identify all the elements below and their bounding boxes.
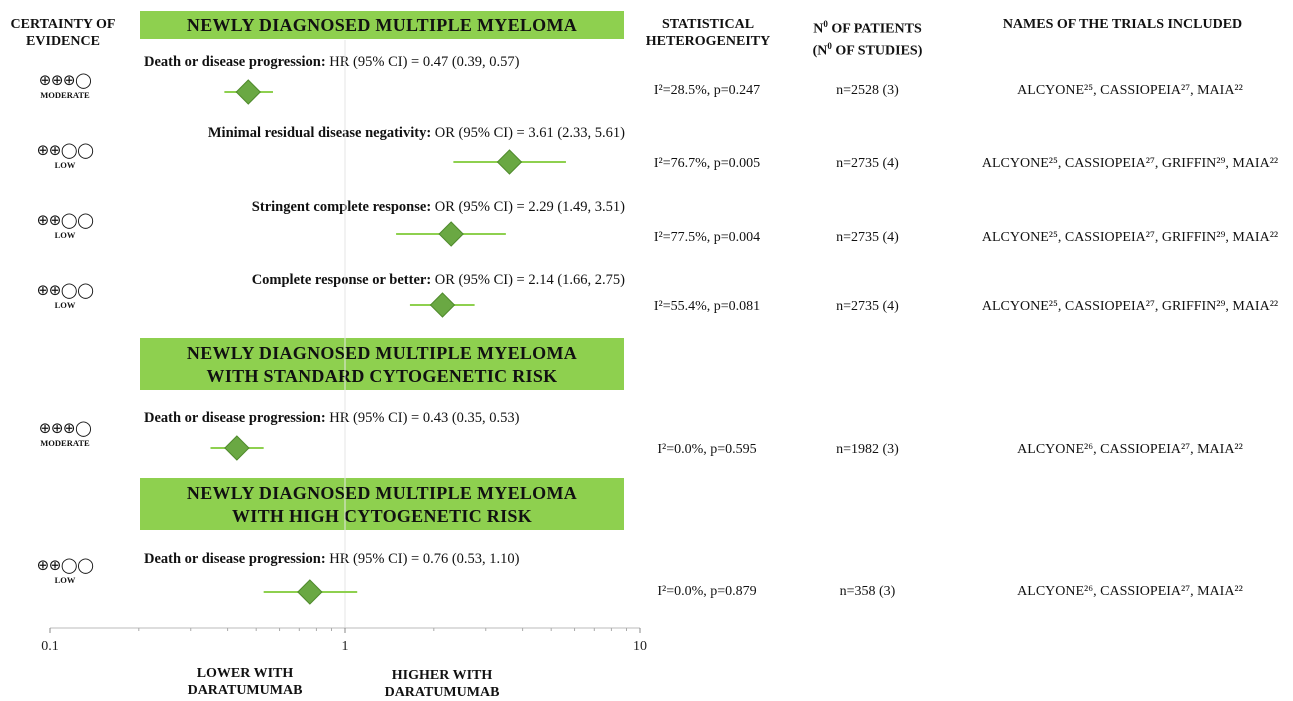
outcome-stat: OR (95% CI) = 2.29 (1.49, 3.51) <box>434 199 625 215</box>
trials-cell: ALCYONE²⁶, CASSIOPEIA²⁷, MAIA²² <box>1017 584 1243 599</box>
certainty-row-4: ⊕⊕◯◯ LOW <box>20 282 110 311</box>
certainty-level: MODERATE <box>40 438 90 448</box>
header-heterogeneity-line2: HETEROGENEITY <box>645 34 771 49</box>
certainty-level: LOW <box>54 160 76 170</box>
patients-cell: n=358 (3) <box>839 584 896 599</box>
outcome-stat: HR (95% CI) = 0.47 (0.39, 0.57) <box>329 54 520 70</box>
outcome-name: Minimal residual disease negativity: <box>207 125 432 141</box>
certainty-row-3: ⊕⊕◯◯ LOW <box>20 212 110 241</box>
header-trials: NAMES OF THE TRIALS INCLUDED <box>1002 17 1243 32</box>
banner-line: NEWLY DIAGNOSED MULTIPLE MYELOMA <box>186 483 578 503</box>
axis-label-lower-line2: DARATUMUMAB <box>187 683 303 698</box>
banner-line: NEWLY DIAGNOSED MULTIPLE MYELOMA <box>186 15 578 35</box>
certainty-level: LOW <box>54 230 76 240</box>
patients-cell: n=2735 (4) <box>836 299 899 314</box>
axis-label-higher: HIGHER WITH DARATUMUMAB <box>372 667 512 701</box>
outcome-name: Complete response or better: <box>251 272 432 288</box>
heterogeneity-cell: I²=28.5%, p=0.247 <box>653 83 761 98</box>
outcome-name: Death or disease progression: <box>144 54 326 70</box>
certainty-symbol: ⊕⊕◯◯ <box>36 556 94 574</box>
outcome-stat: OR (95% CI) = 2.14 (1.66, 2.75) <box>434 272 625 288</box>
certainty-symbol: ⊕⊕⊕◯ <box>38 71 92 89</box>
trials-cell: ALCYONE²⁵, CASSIOPEIA²⁷, GRIFFIN²⁹, MAIA… <box>981 230 1279 245</box>
certainty-row-5: ⊕⊕⊕◯ MODERATE <box>20 420 110 449</box>
header-certainty-line1: CERTAINTY OF <box>10 17 116 32</box>
x-tick-label: 0.1 <box>41 639 59 654</box>
outcome-name: Death or disease progression: <box>144 410 326 426</box>
estimate-marker <box>224 435 250 461</box>
outcome-label-2: Minimal residual disease negativity: OR … <box>208 124 625 142</box>
header-patients: N0 OF PATIENTS (N0 OF STUDIES) <box>790 16 945 59</box>
patients-cell: n=2735 (4) <box>836 156 899 171</box>
certainty-level: LOW <box>54 575 76 585</box>
banner-line: NEWLY DIAGNOSED MULTIPLE MYELOMA <box>186 343 578 363</box>
trials-cell: ALCYONE²⁶, CASSIOPEIA²⁷, MAIA²² <box>1017 442 1243 457</box>
header-certainty-line2: EVIDENCE <box>26 34 100 49</box>
certainty-symbol: ⊕⊕◯◯ <box>36 141 94 159</box>
banner-standard-risk: NEWLY DIAGNOSED MULTIPLE MYELOMA WITH ST… <box>140 338 624 390</box>
x-tick-label: 1 <box>342 639 349 654</box>
banner-high-risk: NEWLY DIAGNOSED MULTIPLE MYELOMA WITH HI… <box>140 478 624 530</box>
estimate-marker <box>429 292 456 318</box>
certainty-level: MODERATE <box>40 90 90 100</box>
certainty-symbol: ⊕⊕⊕◯ <box>38 419 92 437</box>
certainty-symbol: ⊕⊕◯◯ <box>36 281 94 299</box>
certainty-row-1: ⊕⊕⊕◯ MODERATE <box>20 72 110 101</box>
axis-label-higher-line1: HIGHER WITH <box>391 668 493 683</box>
outcome-stat: OR (95% CI) = 3.61 (2.33, 5.61) <box>434 125 625 141</box>
banner-newly-diagnosed: NEWLY DIAGNOSED MULTIPLE MYELOMA <box>140 11 624 39</box>
banner-line: WITH HIGH CYTOGENETIC RISK <box>231 506 533 526</box>
certainty-level: LOW <box>54 300 76 310</box>
outcome-label-3: Stringent complete response: OR (95% CI)… <box>252 198 625 216</box>
header-patients-line1: N0 OF PATIENTS <box>813 19 922 37</box>
axis-label-higher-line2: DARATUMUMAB <box>384 685 500 700</box>
outcome-label-4: Complete response or better: OR (95% CI)… <box>252 271 625 289</box>
outcome-stat: HR (95% CI) = 0.43 (0.35, 0.53) <box>329 410 520 426</box>
patients-cell: n=1982 (3) <box>836 442 899 457</box>
header-heterogeneity-line1: STATISTICAL <box>661 17 755 32</box>
estimate-marker <box>496 149 523 175</box>
certainty-symbol: ⊕⊕◯◯ <box>36 211 94 229</box>
outcome-label-5: Death or disease progression: HR (95% CI… <box>144 409 520 427</box>
heterogeneity-cell: I²=0.0%, p=0.595 <box>657 442 757 457</box>
patients-cell: n=2735 (4) <box>836 230 899 245</box>
x-tick-label: 10 <box>633 639 647 654</box>
trials-cell: ALCYONE²⁵, CASSIOPEIA²⁷, GRIFFIN²⁹, MAIA… <box>981 156 1279 171</box>
heterogeneity-cell: I²=0.0%, p=0.879 <box>657 584 757 599</box>
heterogeneity-cell: I²=76.7%, p=0.005 <box>653 156 761 171</box>
patients-cell: n=2528 (3) <box>836 83 899 98</box>
heterogeneity-cell: I²=55.4%, p=0.081 <box>653 299 761 314</box>
axis-label-lower-line1: LOWER WITH <box>196 666 294 681</box>
banner-line: WITH STANDARD CYTOGENETIC RISK <box>206 366 558 386</box>
outcome-label-6: Death or disease progression: HR (95% CI… <box>144 550 520 568</box>
header-certainty: CERTAINTY OF EVIDENCE <box>4 16 122 50</box>
certainty-row-6: ⊕⊕◯◯ LOW <box>20 557 110 586</box>
estimate-marker <box>235 79 261 105</box>
header-patients-line2: (N0 OF STUDIES) <box>812 40 923 59</box>
estimate-marker <box>438 221 464 247</box>
trials-cell: ALCYONE²⁵, CASSIOPEIA²⁷, MAIA²² <box>1017 83 1243 98</box>
outcome-name: Stringent complete response: <box>251 199 432 215</box>
trials-cell: ALCYONE²⁵, CASSIOPEIA²⁷, GRIFFIN²⁹, MAIA… <box>981 299 1279 314</box>
axis-label-lower: LOWER WITH DARATUMUMAB <box>180 665 310 699</box>
estimate-marker <box>297 579 323 605</box>
outcome-label-1: Death or disease progression: HR (95% CI… <box>144 53 520 71</box>
outcome-stat: HR (95% CI) = 0.76 (0.53, 1.10) <box>329 551 520 567</box>
heterogeneity-cell: I²=77.5%, p=0.004 <box>653 230 761 245</box>
outcome-name: Death or disease progression: <box>144 551 326 567</box>
header-heterogeneity: STATISTICAL HETEROGENEITY <box>628 16 788 50</box>
certainty-row-2: ⊕⊕◯◯ LOW <box>20 142 110 171</box>
